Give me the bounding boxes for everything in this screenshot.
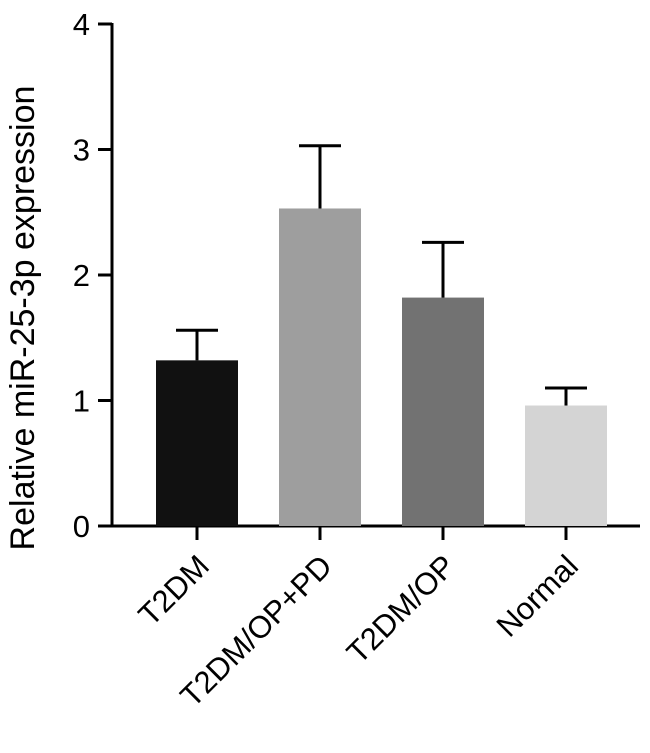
x-tick-label: Normal	[490, 548, 585, 643]
x-tick-label: T2DM	[132, 548, 216, 632]
bar	[279, 208, 361, 527]
y-axis	[98, 22, 114, 528]
bar	[525, 405, 607, 526]
x-tick-label: T2DM/OP	[340, 548, 462, 670]
y-tick-labels: 0 1 2 3 4	[73, 7, 90, 544]
bars	[156, 208, 607, 527]
error-bars	[176, 144, 587, 406]
y-tick-label: 0	[73, 509, 90, 544]
x-axis	[110, 524, 640, 540]
y-axis-label: Relative miR-25-3p expression	[4, 86, 42, 551]
y-tick-label: 1	[73, 384, 90, 419]
y-tick-label: 4	[73, 7, 90, 42]
bar	[402, 297, 484, 526]
y-tick-label: 2	[73, 258, 90, 293]
y-tick-label: 3	[73, 133, 90, 168]
bar	[156, 360, 238, 526]
